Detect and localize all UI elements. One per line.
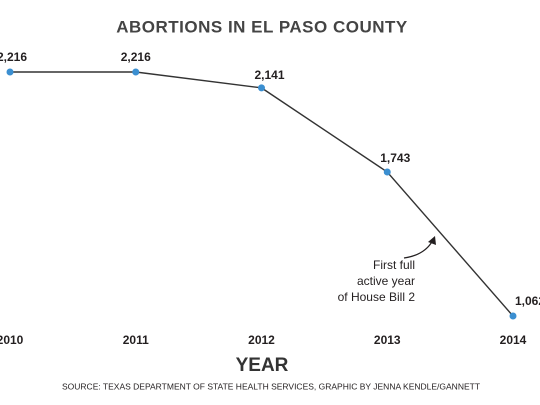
marker xyxy=(509,312,517,320)
chart-title: ABORTIONS IN EL PASO COUNTY xyxy=(116,17,408,36)
x-tick-label: 2012 xyxy=(248,333,275,347)
value-label: 1,743 xyxy=(380,151,410,165)
x-tick-label: 2013 xyxy=(374,333,401,347)
annotation-arrow xyxy=(403,239,434,259)
marker xyxy=(132,68,140,76)
line xyxy=(10,71,514,317)
marker xyxy=(258,84,265,92)
x-tick-label: 2011 xyxy=(123,333,149,347)
x-tick-label: 2014 xyxy=(500,333,527,347)
marker xyxy=(6,68,14,76)
annotation: of House Bill 2 xyxy=(338,290,416,304)
annotation-arrowhead xyxy=(428,236,436,245)
value-label: 2,141 xyxy=(255,68,285,82)
source: SOURCE: TEXAS DEPARTMENT OF STATE HEALTH… xyxy=(62,381,480,391)
x-axis-label: YEAR xyxy=(236,355,289,376)
annotation: active year xyxy=(357,274,415,288)
annotation: First full xyxy=(373,258,415,272)
marker xyxy=(383,168,391,176)
value-label: 2,216 xyxy=(0,50,27,64)
value-label: 2,216 xyxy=(121,50,151,64)
value-label: 1,062 xyxy=(515,294,540,308)
